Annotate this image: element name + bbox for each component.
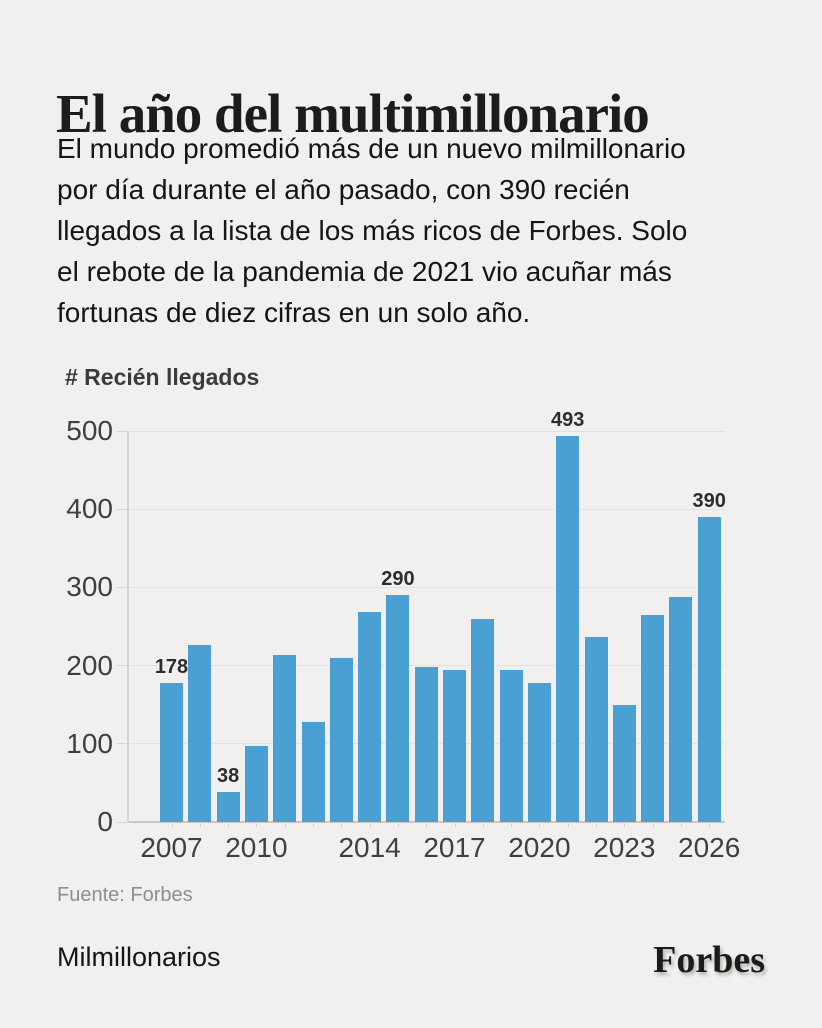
bar-2015 [386,595,410,822]
x-axis-tick-2024 [652,822,654,827]
x-axis-label-2007: 2007 [140,832,203,863]
bar-2023 [612,704,636,822]
bar-2010 [244,746,268,822]
x-axis-label-2010: 2010 [225,832,288,863]
bar-value-label-2007: 178 [154,655,189,678]
x-axis-tick-2007 [171,822,173,827]
gridline-500 [129,430,725,432]
x-axis-label-2014: 2014 [338,832,401,863]
bar-2019 [499,669,523,822]
y-axis-label-400: 400 [66,493,113,525]
bar-2012 [301,721,325,822]
bar-chart-plot-area: 0 100 200 300 400 500 178 38 290 493 390 2007 2010 20… [66,409,740,863]
gridline-200 [129,665,725,667]
x-axis-label-2023: 2023 [593,832,656,863]
bar-2022 [584,637,608,822]
bar-2024 [641,614,665,822]
bar-value-label-2021: 493 [551,409,585,432]
y-axis-tick-200 [117,665,129,667]
y-axis-label-200: 200 [66,649,113,681]
y-axis-tick-300 [117,586,129,588]
x-axis-tick-2010 [256,822,258,827]
y-axis-label-500: 500 [66,415,113,446]
x-axis-tick-2015 [397,822,399,827]
x-axis-tick-2022 [596,822,597,827]
source-note: Fuente: Forbes [57,884,193,906]
x-axis-label-2026: 2026 [678,832,741,863]
forbes-logo: Forbes [653,939,765,981]
bar-value-label-2026: 390 [692,490,726,513]
x-axis-tick-2018 [482,822,484,827]
intro-line: el rebote de la pandemia de 2021 vio acu… [57,256,672,287]
bar-2017 [443,669,466,822]
intro-line: por día durante el año pasado, con 390 r… [57,174,630,205]
x-axis-tick-2023 [624,822,626,827]
y-axis-tick-100 [117,743,129,745]
bar-value-label-2015: 290 [381,568,415,591]
bar-2011 [273,654,297,822]
page-title: El año del multimillonario [56,82,650,144]
chart-title: # Recién llegados [65,364,260,390]
bar-2009 [216,792,240,822]
bar-value-label-2009: 38 [216,765,240,788]
y-axis-label-0: 0 [97,806,113,837]
x-axis-tick-2017 [454,822,456,827]
x-axis-label-2020: 2020 [508,832,571,863]
x-axis-tick-2014 [369,822,371,827]
bar-2026 [697,517,721,822]
x-axis-tick-2025 [680,822,682,827]
x-axis-tick-2012 [313,822,314,827]
y-axis-tick-500 [117,430,129,432]
x-axis-tick-2021 [567,822,569,827]
bar-2020 [527,682,551,822]
bar-2016 [414,667,438,822]
x-axis-tick-2019 [511,822,513,827]
x-axis-tick-2008 [199,822,201,827]
bar-2007 [160,682,183,822]
intro-line: llegados a la lista de los más ricos de … [57,215,688,246]
x-axis-tick-2013 [341,822,343,827]
y-axis-tick-0 [117,821,129,823]
bar-2013 [329,657,353,822]
y-axis-tick-400 [117,508,129,510]
intro-line: El mundo promedió más de un nuevo milmil… [57,133,686,164]
x-axis-tick-2011 [284,822,286,827]
bar-2025 [669,596,693,822]
gridline-400 [129,508,725,510]
x-axis-label-2017: 2017 [423,832,486,863]
bar-2014 [358,612,382,822]
x-axis-tick-2009 [228,822,230,827]
x-axis-tick-2026 [709,822,711,827]
category-label: Milmillonarios [57,942,221,972]
x-axis-tick-2020 [539,822,541,827]
y-axis-label-100: 100 [66,727,113,759]
x-axis-tick-2016 [426,822,428,827]
y-axis-label-300: 300 [66,571,113,603]
intro-line: fortunas de diez cifras en un solo año. [57,297,531,328]
bar-2021 [556,436,580,822]
intro-text: El mundo promedió más de un nuevo milmil… [57,128,757,333]
bar-2018 [471,619,495,822]
bar-2008 [188,645,212,822]
gridline-300 [129,586,725,588]
